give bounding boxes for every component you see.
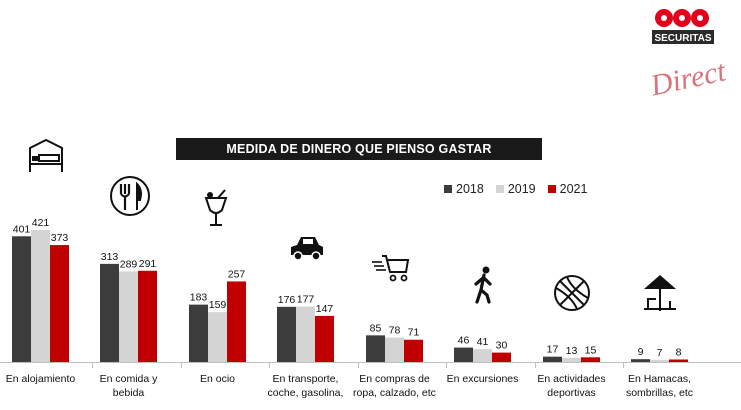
legend-item-2021: 2021	[547, 182, 588, 196]
data-label: 17	[547, 344, 559, 356]
car-icon	[291, 237, 323, 261]
data-label: 46	[458, 335, 470, 347]
chart-legend: 2018 2019 2021	[444, 182, 587, 196]
securitas-direct-logo: SECURITAS Direct	[647, 9, 729, 103]
data-label: 147	[316, 303, 334, 315]
data-label: 8	[676, 346, 682, 358]
category-label: En transporte,	[273, 373, 339, 385]
bar-2021	[50, 245, 69, 362]
legend-item-2019: 2019	[495, 182, 536, 196]
bed-icon	[29, 138, 63, 172]
legend-swatch	[547, 185, 556, 193]
walking-person-icon	[474, 266, 492, 304]
bar-2019	[385, 337, 404, 362]
ball-icon	[554, 275, 590, 311]
category-label: En Hamacas,	[628, 373, 691, 385]
bar-2021	[227, 281, 246, 362]
data-label: 71	[408, 327, 420, 339]
category-label: coche, gasolina,	[268, 387, 344, 399]
data-label: 9	[638, 346, 644, 358]
category-label: deportivas	[547, 387, 595, 399]
bar-2018	[189, 304, 208, 362]
data-label: 15	[585, 344, 597, 356]
data-label: 78	[389, 325, 401, 337]
category-label: En compras de	[359, 373, 430, 385]
bar-2019	[119, 271, 138, 362]
fork-knife-icon	[110, 176, 150, 216]
bar-2018	[277, 306, 296, 362]
legend-item-2018: 2018	[444, 182, 484, 196]
category-label: En comida y	[100, 373, 159, 385]
bar-2018	[366, 335, 385, 362]
bar-2019	[208, 312, 227, 362]
bar-2018	[631, 359, 650, 362]
bar-2021	[581, 357, 600, 362]
bar-2018	[12, 236, 31, 362]
data-label: 421	[32, 217, 50, 229]
bar-2021	[404, 339, 423, 362]
data-label: 289	[120, 258, 138, 270]
legend-swatch	[495, 185, 504, 193]
category-label: bebida	[113, 387, 145, 399]
bar-2019	[296, 306, 315, 362]
data-label: 30	[496, 340, 508, 352]
chart-title: MEDIDA DE DINERO QUE PIENSO GASTAR	[176, 138, 542, 160]
legend-swatch	[444, 185, 452, 193]
legend-label: 2021	[559, 182, 588, 196]
category-label: En ocio	[200, 373, 235, 385]
data-label: 401	[13, 223, 31, 235]
bar-2018	[100, 263, 119, 362]
shopping-cart-icon	[372, 255, 410, 282]
data-label: 159	[209, 299, 227, 311]
legend-label: 2018	[456, 182, 484, 196]
bar-2021	[315, 315, 334, 362]
data-label: 177	[297, 294, 315, 306]
bar-2019	[31, 230, 50, 362]
category-label: En excursiones	[447, 373, 519, 385]
data-label: 313	[101, 251, 119, 263]
bar-2021	[492, 352, 511, 362]
bar-2019	[473, 349, 492, 362]
legend-label: 2019	[507, 182, 536, 196]
bar-2018	[454, 347, 473, 362]
data-label: 7	[657, 347, 663, 359]
bar-2019	[650, 359, 669, 362]
data-label: 176	[278, 294, 296, 306]
category-label: sombrillas, etc	[626, 387, 693, 399]
data-label: 85	[370, 322, 382, 334]
data-label: 41	[477, 336, 489, 348]
data-label: 291	[139, 258, 157, 270]
data-label: 183	[190, 292, 208, 304]
logo-wordmark: SECURITAS	[654, 33, 711, 44]
cocktail-icon	[204, 189, 228, 226]
category-label: En alojamiento	[6, 373, 76, 385]
data-label: 373	[51, 232, 69, 244]
bar-2021	[669, 359, 688, 362]
category-label: En actividades	[537, 373, 605, 385]
bar-2018	[543, 356, 562, 362]
data-label: 257	[228, 268, 246, 280]
beach-umbrella-icon	[644, 275, 676, 311]
data-label: 13	[566, 345, 578, 357]
category-label: ropa, calzado, etc	[353, 387, 436, 399]
bar-2021	[138, 270, 157, 362]
bar-2019	[562, 357, 581, 362]
